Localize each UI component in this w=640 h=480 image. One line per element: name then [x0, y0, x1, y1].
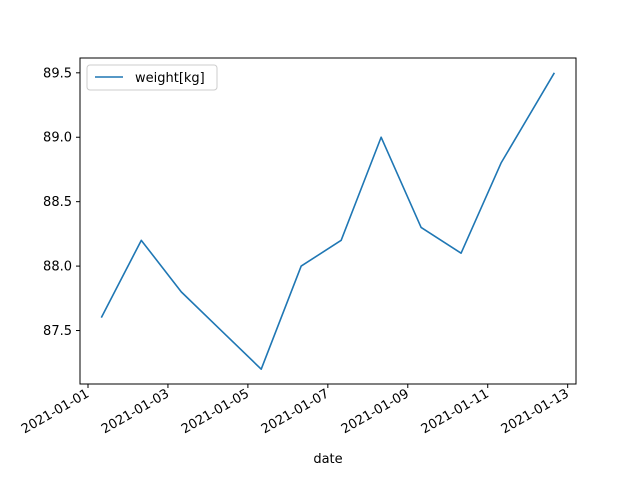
series-layer	[100, 72, 556, 370]
x-tick-label: 2021-01-01	[19, 386, 92, 437]
y-axis-ticks: 87.5 88.0 88.5 89.0 89.5	[43, 66, 80, 339]
x-tick-label: 2021-01-07	[259, 386, 332, 437]
x-axis-ticks: 2021-01-01 2021-01-03 2021-01-05 2021-01-07…	[19, 384, 572, 437]
x-tick-label: 2021-01-13	[499, 386, 572, 437]
x-tick-label: 2021-01-11	[419, 386, 492, 437]
series-line-0	[100, 72, 556, 370]
y-tick-label: 88.5	[43, 195, 72, 210]
y-tick-label: 88.0	[43, 260, 72, 275]
legend-box	[86, 64, 218, 91]
x-tick-label: 2021-01-03	[99, 386, 172, 437]
legend-label: weight[kg]	[135, 71, 205, 86]
x-axis-title: date	[313, 452, 342, 467]
x-tick-label: 2021-01-09	[339, 386, 412, 437]
legend: weight[kg]	[86, 64, 218, 91]
x-tick-label: 2021-01-05	[179, 386, 252, 437]
plot-background	[80, 58, 576, 384]
y-tick-label: 89.5	[43, 66, 72, 81]
y-tick-label: 89.0	[43, 131, 72, 146]
plot-frame	[79, 57, 577, 385]
y-tick-label: 87.5	[43, 324, 72, 339]
